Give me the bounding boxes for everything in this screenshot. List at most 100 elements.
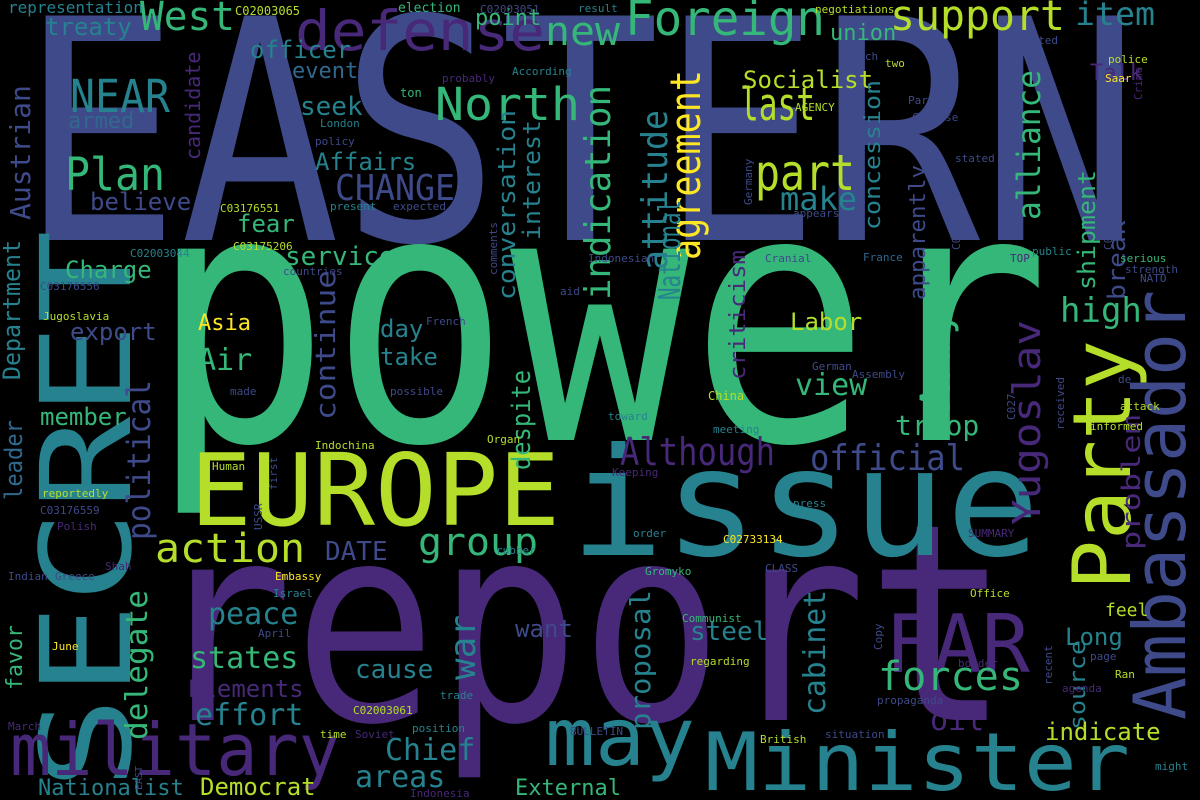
- word: Minister: [705, 716, 1130, 800]
- word: Shah: [105, 560, 132, 573]
- word: Keeping: [612, 466, 658, 479]
- word: toward: [608, 410, 648, 423]
- word: trade: [440, 689, 473, 702]
- word: forces: [878, 654, 1023, 700]
- word: service: [285, 242, 395, 272]
- word: source: [1066, 640, 1091, 730]
- word: SUMMARY: [968, 527, 1015, 540]
- word: two: [885, 57, 905, 70]
- word: police: [1108, 53, 1148, 66]
- word: C02003061: [353, 704, 413, 717]
- word: break: [1103, 219, 1131, 300]
- word: West: [140, 0, 235, 40]
- word: Israel: [273, 587, 313, 600]
- word: North: [435, 78, 580, 131]
- word: Elements: [188, 675, 304, 703]
- word: indicate: [1045, 718, 1161, 746]
- word: aid: [560, 285, 580, 298]
- word: order: [633, 527, 666, 540]
- word: External: [515, 776, 621, 800]
- word: Ran: [1115, 668, 1135, 681]
- word: Greece: [55, 570, 95, 583]
- word: DATE: [325, 537, 388, 567]
- word: position: [412, 722, 465, 735]
- word: policy: [315, 135, 355, 148]
- word: troop: [895, 409, 979, 442]
- word: border: [958, 657, 998, 670]
- word: recent: [1042, 645, 1055, 685]
- word: treaty: [45, 13, 132, 41]
- word: Office: [970, 587, 1010, 600]
- word: Human: [212, 460, 245, 473]
- word: CLASS: [765, 562, 798, 575]
- word: cabinet: [798, 590, 833, 715]
- word: candidate: [181, 52, 205, 160]
- word: political: [120, 380, 158, 540]
- word: possible: [390, 385, 443, 398]
- word: want: [515, 615, 573, 643]
- word: agenda: [1062, 682, 1102, 695]
- word: action: [155, 526, 305, 572]
- word: ton: [400, 86, 422, 100]
- word: point: [475, 6, 541, 31]
- word: C03176551: [220, 202, 280, 215]
- word: item: [1075, 0, 1155, 33]
- word: Organ: [487, 433, 520, 446]
- word: probably: [442, 72, 495, 85]
- word: take: [380, 343, 438, 371]
- word: fear: [237, 210, 295, 238]
- word: Although: [620, 430, 775, 474]
- word: C02003053: [1102, 190, 1115, 250]
- word: negotiations: [815, 3, 894, 16]
- word: FAR: [885, 598, 1031, 691]
- word: Indonesian: [588, 252, 654, 265]
- word: C03176559: [40, 504, 100, 517]
- word: states: [190, 641, 298, 676]
- word: China: [708, 389, 744, 403]
- word: seek: [300, 92, 363, 122]
- word: day: [380, 315, 423, 343]
- word: serious: [1120, 252, 1166, 265]
- word: page: [1090, 650, 1117, 663]
- word: Embassy: [275, 570, 322, 583]
- word: problem: [1117, 415, 1147, 550]
- word: C02733134: [723, 533, 783, 546]
- word: Copy: [872, 623, 885, 650]
- word: AGENCY: [795, 101, 835, 114]
- word: export: [70, 318, 157, 346]
- word: election: [398, 1, 461, 16]
- word: officer: [250, 36, 351, 64]
- word: Asia: [198, 311, 251, 336]
- word: despite: [507, 370, 537, 470]
- word: Labor: [790, 308, 862, 336]
- word: comments: [487, 222, 500, 275]
- word: Indian: [8, 570, 48, 583]
- word: Nationalist: [38, 776, 184, 800]
- word: April: [258, 627, 291, 640]
- word: power: [150, 115, 1050, 523]
- word: Department: [0, 240, 26, 380]
- word: regarding: [690, 655, 750, 668]
- word: countries: [283, 265, 343, 278]
- word: EAST: [134, 766, 145, 790]
- word: armed: [68, 109, 134, 134]
- word: C02003044: [130, 247, 190, 260]
- word: Polish: [57, 520, 97, 533]
- word: French: [426, 315, 466, 328]
- word: expected: [393, 200, 446, 213]
- word: war: [443, 615, 484, 680]
- word: C03175206: [233, 240, 293, 253]
- word: Gromyko: [645, 565, 691, 578]
- word: Czech: [845, 50, 878, 63]
- word: Socialist: [743, 66, 873, 94]
- word: apparently: [906, 165, 931, 300]
- word: situation: [825, 728, 885, 741]
- word: NATO: [1140, 272, 1167, 285]
- word: time: [320, 728, 347, 741]
- word: member: [40, 403, 127, 431]
- word: oil: [930, 703, 984, 738]
- word: Saar: [1105, 72, 1132, 85]
- word: British: [760, 733, 806, 746]
- word: reported: [1005, 34, 1058, 47]
